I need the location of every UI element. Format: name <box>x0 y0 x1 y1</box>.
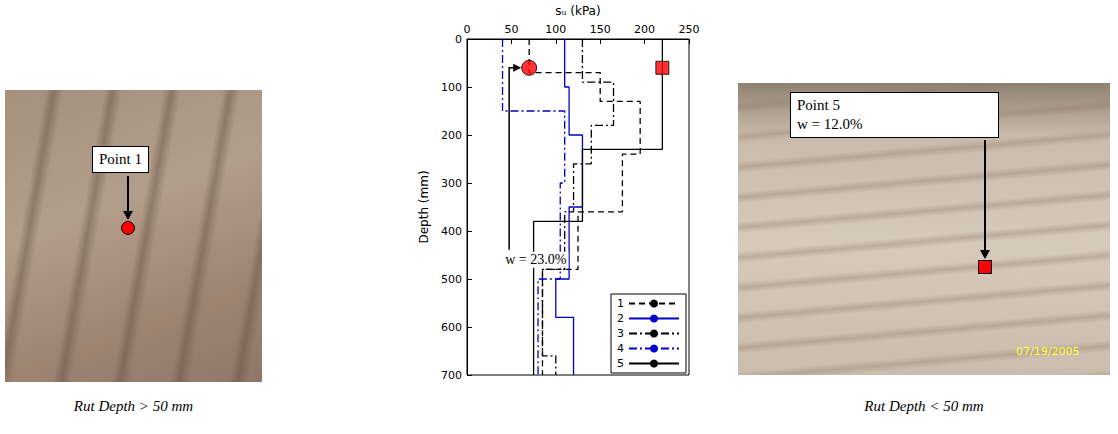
html-text:Rut Depth > 50 mm: Rut Depth > 50 mm <box>73 398 194 414</box>
svg-text:250: 250 <box>679 23 700 36</box>
svg-text:100: 100 <box>545 23 566 36</box>
html-text:Rut Depth < 50 mm: Rut Depth < 50 mm <box>864 398 984 414</box>
svg-text:sᵤ (kPa): sᵤ (kPa) <box>555 4 600 18</box>
svg-text:200: 200 <box>441 129 462 142</box>
svg-text:3: 3 <box>617 327 624 340</box>
svg-text:w = 23.0%: w = 23.0% <box>505 252 567 267</box>
svg-text:600: 600 <box>441 321 462 334</box>
html-text:07/19/2005: 07/19/2005 <box>1016 345 1080 358</box>
svg-text:100: 100 <box>441 81 462 94</box>
svg-text:700: 700 <box>441 369 462 382</box>
svg-text:500: 500 <box>441 273 462 286</box>
svg-text:400: 400 <box>441 225 462 238</box>
html-text:Point 1: Point 1 <box>99 151 142 167</box>
svg-text:Depth (mm): Depth (mm) <box>417 170 431 243</box>
svg-text:4: 4 <box>617 342 624 355</box>
html-text:Point 5: Point 5 <box>797 97 840 113</box>
svg-text:1: 1 <box>617 297 624 310</box>
svg-text:50: 50 <box>504 23 518 36</box>
svg-text:150: 150 <box>590 23 611 36</box>
html-text:w = 12.0%: w = 12.0% <box>797 116 863 132</box>
svg-text:300: 300 <box>441 177 462 190</box>
svg-text:0: 0 <box>464 23 471 36</box>
svg-text:2: 2 <box>617 312 624 325</box>
svg-text:5: 5 <box>617 357 624 370</box>
svg-text:0: 0 <box>455 33 462 46</box>
svg-text:200: 200 <box>634 23 655 36</box>
